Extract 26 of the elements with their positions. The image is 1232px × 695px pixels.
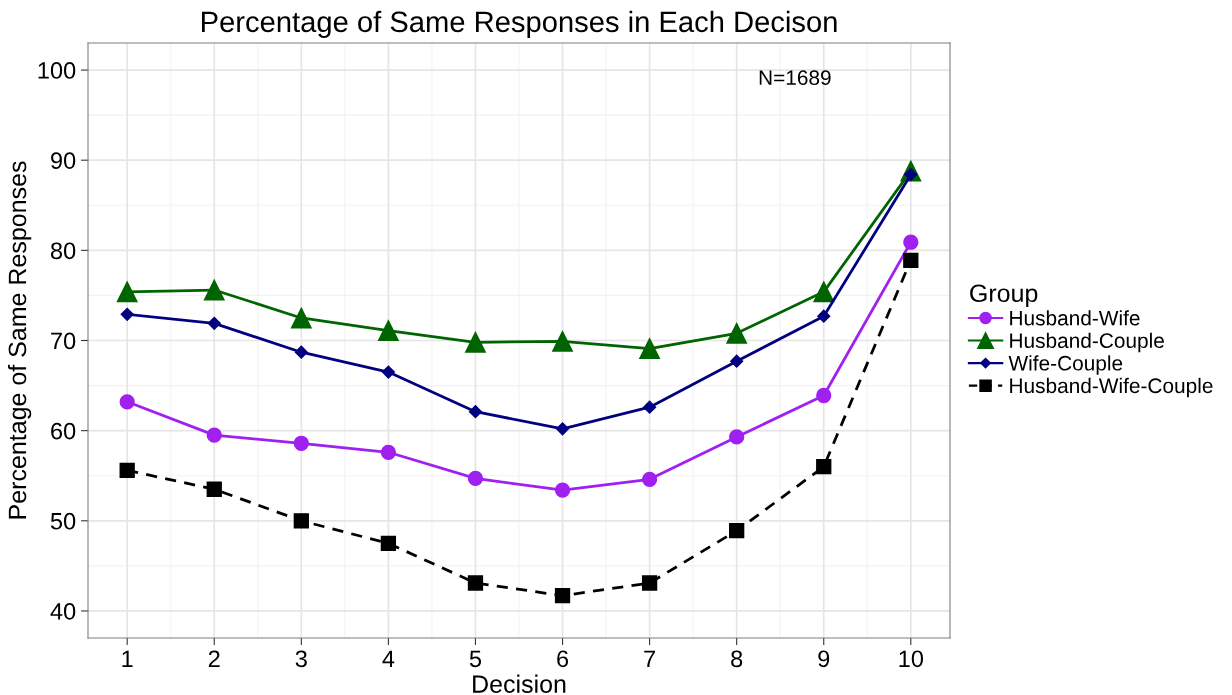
legend-label: Husband-Couple (1010, 332, 1164, 353)
legend-title: Group (970, 284, 1038, 308)
x-tick-label: 9 (818, 650, 830, 668)
y-tick-label: 80 (50, 242, 76, 260)
x-tick-label: 10 (899, 650, 924, 668)
y-tick-label: 40 (50, 603, 76, 620)
legend-label: Husband-Wife (1010, 310, 1140, 326)
y-tick-label: 50 (50, 512, 76, 530)
x-tick-label: 7 (644, 650, 655, 667)
x-tick-label: 8 (731, 650, 743, 668)
y-axis-title: Percentage of Same Responses (7, 161, 32, 519)
x-axis-title: Decision (473, 674, 566, 693)
x-tick-label: 1 (122, 650, 133, 667)
x-tick-label: 3 (295, 650, 307, 668)
y-tick-label: 60 (51, 422, 76, 440)
x-tick-label: 6 (557, 650, 569, 668)
legend-label: Wife-Couple (1008, 355, 1123, 375)
x-tick-label: 5 (469, 650, 482, 668)
annotation: N=1689 (759, 70, 831, 86)
chart-title: Percentage of Same Responses in Each Decison (202, 10, 837, 38)
x-tick-label: 2 (208, 650, 220, 667)
y-tick-label: 90 (51, 152, 76, 169)
x-tick-label: 4 (382, 650, 395, 667)
y-tick-label: 70 (51, 332, 76, 350)
legend-label: Husband-Wife-Couple (1010, 377, 1213, 398)
y-tick-label: 100 (38, 62, 76, 79)
